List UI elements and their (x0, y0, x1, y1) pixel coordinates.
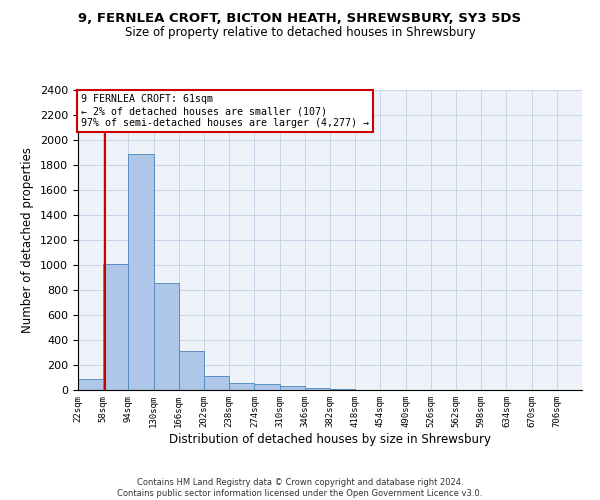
Bar (103, 264, 128, 390)
Text: 9 FERNLEA CROFT: 61sqm
← 2% of detached houses are smaller (107)
97% of semi-det: 9 FERNLEA CROFT: 61sqm ← 2% of detached … (80, 94, 368, 128)
Text: Size of property relative to detached houses in Shrewsbury: Size of property relative to detached ho… (125, 26, 475, 39)
Bar (78, 379, 103, 390)
Bar (204, 376, 229, 390)
Bar (179, 351, 204, 390)
Text: Contains HM Land Registry data © Crown copyright and database right 2024.
Contai: Contains HM Land Registry data © Crown c… (118, 478, 482, 498)
Bar (154, 282, 179, 390)
Bar (280, 386, 305, 390)
Bar (128, 154, 154, 390)
Text: 9, FERNLEA CROFT, BICTON HEATH, SHREWSBURY, SY3 5DS: 9, FERNLEA CROFT, BICTON HEATH, SHREWSBU… (79, 12, 521, 26)
Bar (305, 388, 330, 390)
Y-axis label: Number of detached properties: Number of detached properties (22, 147, 34, 333)
Bar (229, 383, 254, 390)
X-axis label: Distribution of detached houses by size in Shrewsbury: Distribution of detached houses by size … (169, 432, 491, 446)
Bar (254, 384, 280, 390)
